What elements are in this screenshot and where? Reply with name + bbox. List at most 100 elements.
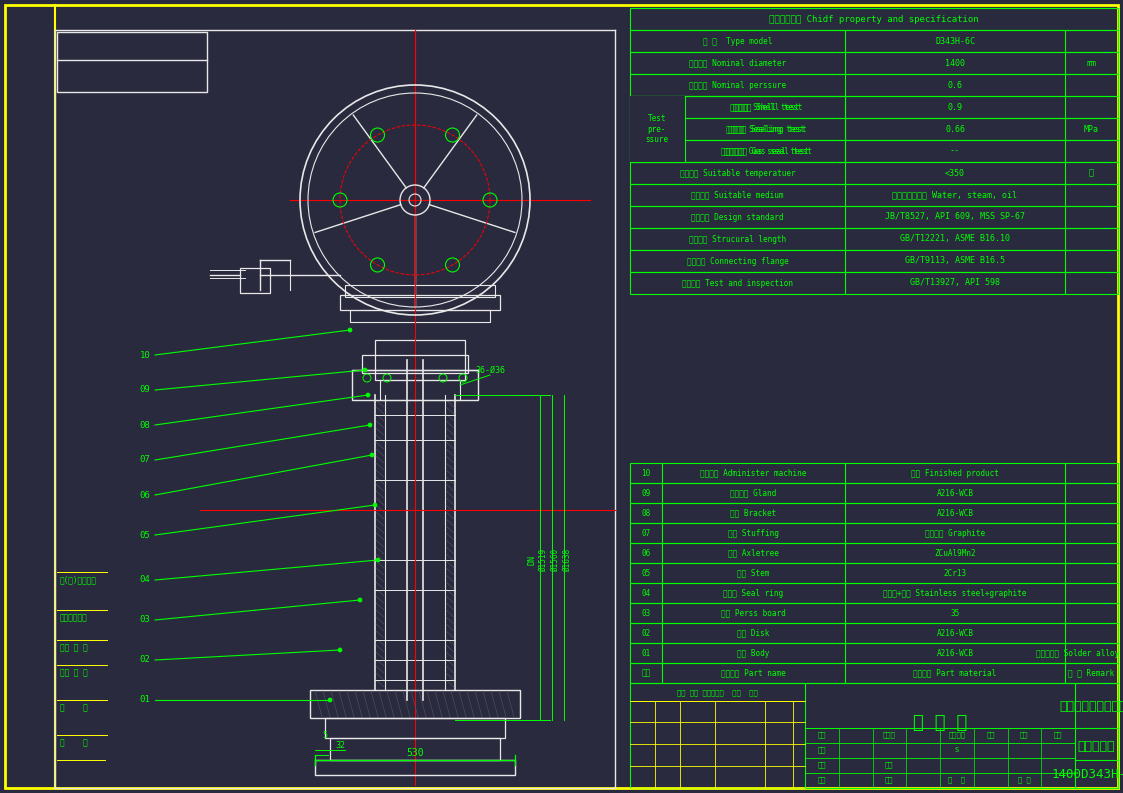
Text: 壳体试验 Shell test: 壳体试验 Shell test <box>730 102 800 112</box>
Bar <box>330 738 500 760</box>
Circle shape <box>373 503 377 507</box>
Bar <box>630 140 1119 162</box>
Text: 气密封试验 Gas seal test: 气密封试验 Gas seal test <box>723 147 812 155</box>
Bar <box>630 583 1119 603</box>
Text: 设计: 设计 <box>818 732 827 738</box>
Text: 07: 07 <box>641 528 650 538</box>
Text: 批准: 批准 <box>885 762 894 768</box>
Text: 备 注 Remark: 备 注 Remark <box>1068 668 1115 677</box>
Text: 01: 01 <box>641 649 650 657</box>
Text: 06: 06 <box>641 549 650 557</box>
Bar <box>630 463 1119 483</box>
Text: S: S <box>955 747 959 753</box>
Text: --: -- <box>950 147 960 155</box>
Text: <350: <350 <box>944 168 965 178</box>
Text: 04: 04 <box>641 588 650 597</box>
Text: 密封试验 Sealing test: 密封试验 Sealing test <box>728 125 806 133</box>
Text: 浙江正瑞阀门有限公司: 浙江正瑞阀门有限公司 <box>1059 699 1123 713</box>
Bar <box>380 380 460 400</box>
Text: 36-Ø36: 36-Ø36 <box>475 366 505 374</box>
Text: A216-WCB: A216-WCB <box>937 508 974 518</box>
Bar <box>630 483 1119 503</box>
Text: 底图 虚 号: 底图 虚 号 <box>60 643 88 653</box>
Text: Ø1638: Ø1638 <box>563 549 572 572</box>
Text: 堆焊合金钢 Solder alloy steel: 堆焊合金钢 Solder alloy steel <box>1037 649 1123 657</box>
Text: 试验检验 Test and inspection: 试验检验 Test and inspection <box>682 278 793 288</box>
Bar <box>630 228 1119 250</box>
Text: 1400D343H-6C: 1400D343H-6C <box>1051 768 1123 781</box>
Text: A216-WCB: A216-WCB <box>937 629 974 638</box>
Bar <box>630 96 685 162</box>
Text: 压板 Perss board: 压板 Perss board <box>721 608 786 618</box>
Text: 出图 日 期: 出图 日 期 <box>60 668 88 677</box>
Bar <box>340 295 500 310</box>
Text: 支架 Bracket: 支架 Bracket <box>730 508 777 518</box>
Text: 零件名称 Part name: 零件名称 Part name <box>721 668 786 677</box>
Bar <box>57 32 207 92</box>
Bar <box>310 690 520 718</box>
Text: 标记 处数 更改文件号  签字  日期: 标记 处数 更改文件号 签字 日期 <box>677 690 758 696</box>
Text: 连接法兰 Connecting flange: 连接法兰 Connecting flange <box>686 256 788 266</box>
Text: 填料压盖 Gland: 填料压盖 Gland <box>730 488 777 497</box>
Text: D343H-6C: D343H-6C <box>935 36 975 45</box>
Bar <box>630 206 1119 228</box>
Text: 阀体 Body: 阀体 Body <box>738 649 769 657</box>
Text: 壳体试验 Shell test: 壳体试验 Shell test <box>733 102 802 112</box>
Bar <box>630 184 1119 206</box>
Bar <box>630 683 1119 788</box>
Text: A216-WCB: A216-WCB <box>937 649 974 657</box>
Text: 密封试验 Sealing test: 密封试验 Sealing test <box>725 125 804 133</box>
Text: 35: 35 <box>950 608 960 618</box>
Text: 序号: 序号 <box>641 668 650 677</box>
Text: 07: 07 <box>139 455 150 465</box>
Text: 数量: 数量 <box>986 732 995 738</box>
Text: 常(通)用件登记: 常(通)用件登记 <box>60 576 97 584</box>
Text: 08: 08 <box>139 420 150 430</box>
Bar <box>630 643 1119 663</box>
Circle shape <box>358 598 362 602</box>
Circle shape <box>366 393 369 397</box>
Bar <box>630 543 1119 563</box>
Text: 公称通径 Nominal diameter: 公称通径 Nominal diameter <box>688 59 786 67</box>
Text: 02: 02 <box>139 656 150 665</box>
Text: 09: 09 <box>139 385 150 394</box>
Text: 01: 01 <box>139 695 150 704</box>
Text: 蝶板 Disk: 蝶板 Disk <box>738 629 769 638</box>
Bar <box>240 268 270 293</box>
Text: 530: 530 <box>407 748 423 758</box>
Text: 日    期: 日 期 <box>60 738 88 748</box>
Text: 0.6: 0.6 <box>948 81 962 90</box>
Bar <box>630 30 1119 52</box>
Circle shape <box>328 698 332 702</box>
Text: 10: 10 <box>641 469 650 477</box>
Bar <box>630 118 1119 140</box>
Text: 共  页: 共 页 <box>949 776 966 783</box>
Text: 06: 06 <box>139 491 150 500</box>
Bar <box>630 623 1119 643</box>
Text: 签    字: 签 字 <box>60 703 88 712</box>
Bar <box>630 272 1119 294</box>
Text: 10: 10 <box>139 351 150 359</box>
Text: 适用介质 Suitable medium: 适用介质 Suitable medium <box>692 190 784 200</box>
Text: 审核: 审核 <box>818 762 827 768</box>
Text: 阀杆 Stem: 阀杆 Stem <box>738 569 769 577</box>
Text: 结构长度 Strucural length: 结构长度 Strucural length <box>688 235 786 243</box>
Text: Test
pre-
ssure: Test pre- ssure <box>646 114 668 144</box>
Text: 成品 Finished product: 成品 Finished product <box>911 469 999 477</box>
Bar <box>345 285 495 297</box>
Text: 0.9: 0.9 <box>948 102 962 112</box>
Text: 适用温度 Suitable temperatuer: 适用温度 Suitable temperatuer <box>679 168 795 178</box>
Text: 05: 05 <box>641 569 650 577</box>
Text: 主要性能规格 Chidf property and specification: 主要性能规格 Chidf property and specification <box>769 14 979 24</box>
Text: A216-WCB: A216-WCB <box>937 488 974 497</box>
Text: 总 装 图: 总 装 图 <box>913 714 967 732</box>
Bar <box>350 310 490 322</box>
Text: 填料 Stuffing: 填料 Stuffing <box>728 528 779 538</box>
Text: 04: 04 <box>139 576 150 584</box>
Bar <box>630 603 1119 623</box>
Bar <box>325 718 505 738</box>
Text: 校对: 校对 <box>818 747 827 753</box>
Text: 轴承 Axletree: 轴承 Axletree <box>728 549 779 557</box>
Text: DN: DN <box>528 555 537 565</box>
Text: 2Cr13: 2Cr13 <box>943 569 967 577</box>
